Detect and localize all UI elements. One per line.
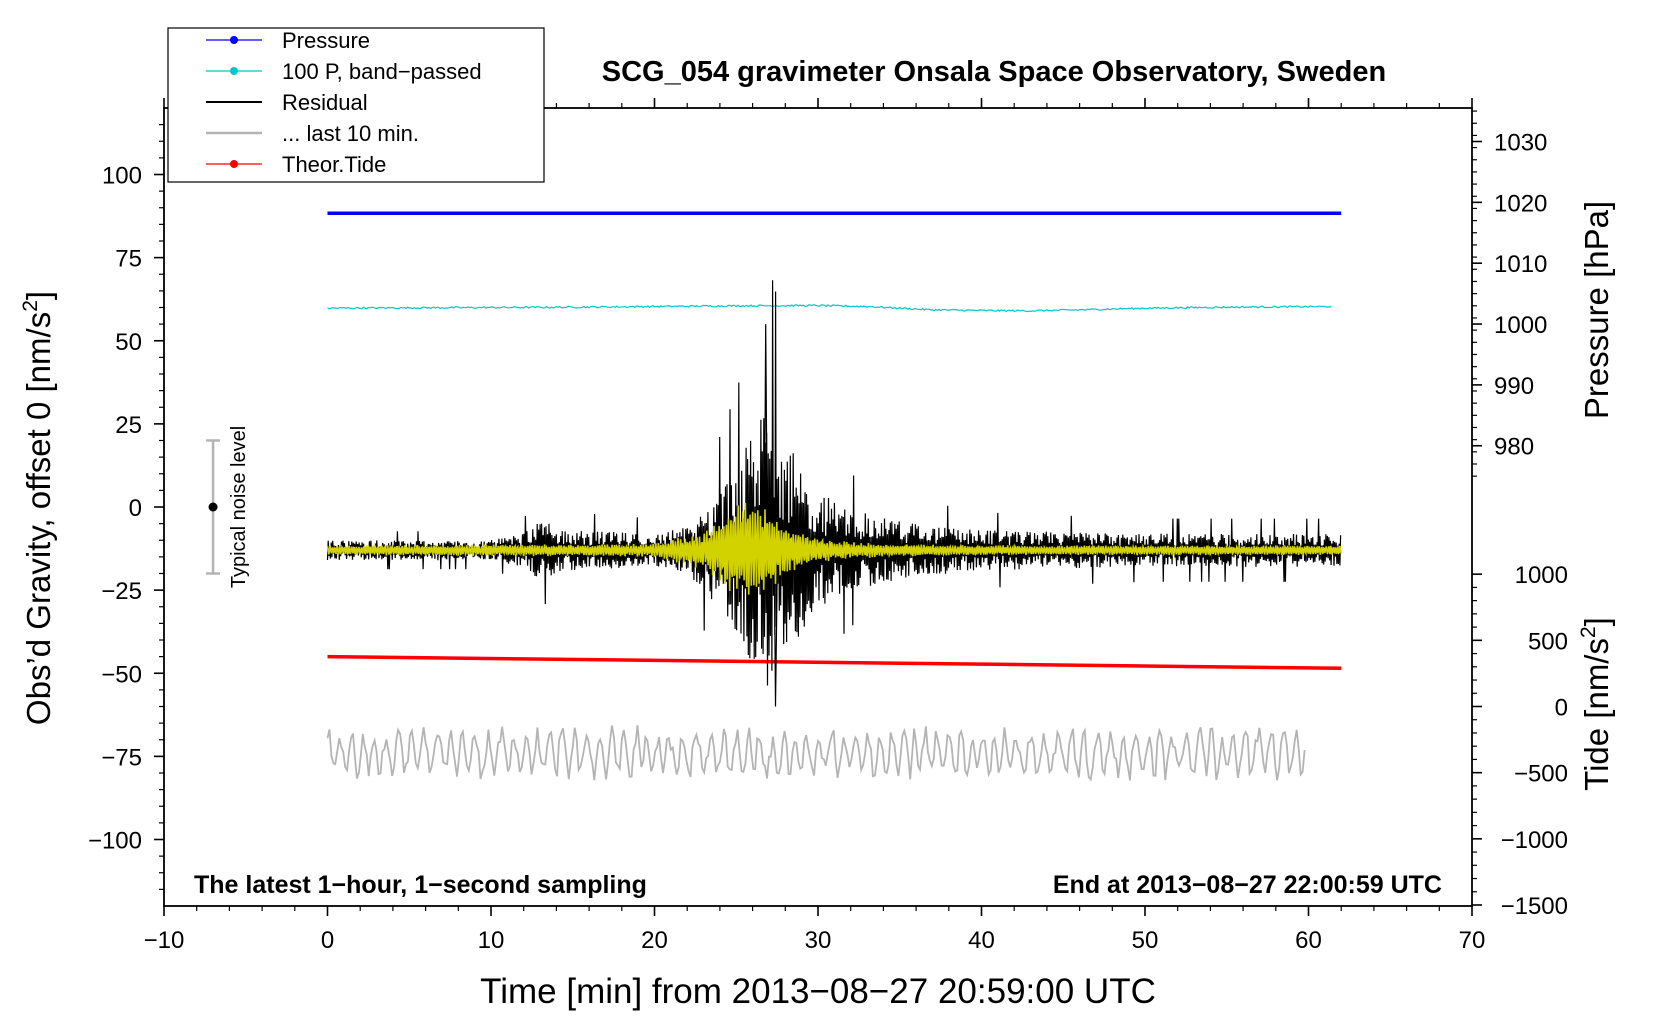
chart-title: SCG_054 gravimeter Onsala Space Observat… [602, 56, 1386, 88]
y-tick-label: 75 [115, 246, 142, 273]
y-tick-label: −50 [101, 661, 142, 688]
tide-tick-label: −1500 [1501, 893, 1568, 920]
annotation-end-time: End at 2013−08−27 22:00:59 UTC [1053, 871, 1442, 899]
tide-tick-label: 0 [1555, 695, 1568, 722]
legend: Pressure 100 P, band−passed Residual ... la… [167, 27, 545, 183]
pressure-tick-label: 1010 [1494, 251, 1547, 278]
y-tick-label: −100 [88, 828, 142, 855]
tide-tick-label: 500 [1528, 628, 1568, 655]
x-tick-label: 60 [1295, 927, 1322, 954]
legend-label: Pressure [282, 28, 370, 53]
x-axis-label: Time [min] from 2013−08−27 20:59:00 UTC [480, 972, 1156, 1011]
x-tick-label: 50 [1132, 927, 1159, 954]
y-axis-right-top-label: Pressure [hPa] [1578, 201, 1615, 419]
series-layer [326, 211, 1342, 782]
pressure-tick-label: 1000 [1494, 312, 1547, 339]
noise-bar-center-dot [208, 502, 218, 512]
x-tick-label: 20 [641, 927, 668, 954]
x-tick-label: −10 [144, 927, 185, 954]
noise-level-indicator: Typical noise level [206, 426, 250, 588]
series-residual [326, 280, 1342, 707]
series-residual-smoothed [326, 502, 1342, 595]
y-tick-label: −75 [101, 744, 142, 771]
series-last-10-min [326, 725, 1306, 782]
tide-tick-label: −1000 [1501, 827, 1568, 854]
y-tick-label: 0 [129, 495, 142, 522]
tide-tick-label: −500 [1514, 761, 1568, 788]
series-band-passed-pressure [327, 304, 1332, 313]
y-tick-label: 50 [115, 329, 142, 356]
x-tick-label: 30 [805, 927, 832, 954]
legend-label: Theor.Tide [282, 152, 386, 177]
legend-label: Residual [282, 90, 368, 115]
x-tick-label: 70 [1459, 927, 1486, 954]
plot-frame [163, 107, 1473, 907]
y-axis-left-label-end: ] [20, 291, 57, 300]
legend-label: 100 P, band−passed [282, 59, 482, 84]
annotation-sampling: The latest 1−hour, 1−second sampling [194, 871, 647, 899]
tide-tick-label: 1000 [1515, 562, 1568, 589]
y-axis-left: 100 75 50 25 0 −25 −50 −75 −100 [88, 124, 164, 890]
y-tick-label: 25 [115, 412, 142, 439]
legend-marker [230, 67, 238, 75]
y-axis-left-label-sup: 2 [19, 300, 42, 312]
x-tick-label: 40 [968, 927, 995, 954]
x-axis: −10 0 10 20 30 40 50 60 70 [144, 98, 1486, 954]
x-tick-label: 10 [478, 927, 505, 954]
y-axis-right-bottom-label-end: ] [1578, 617, 1615, 626]
y-tick-label: −25 [101, 578, 142, 605]
pressure-tick-label: 980 [1494, 434, 1534, 461]
legend-marker [230, 36, 238, 44]
legend-label: ... last 10 min. [282, 121, 419, 146]
pressure-tick-label: 1020 [1494, 190, 1547, 217]
legend-box [167, 27, 545, 183]
x-tick-label: 0 [321, 927, 334, 954]
y-axis-right-bottom-label-sup: 2 [1577, 626, 1600, 638]
series-theoretical-tide [327, 654, 1342, 671]
y-axis-left-label: Obs’d Gravity, offset 0 [nm/s2] [19, 291, 57, 725]
pressure-tick-label: 1030 [1494, 130, 1547, 157]
y-axis-right-bottom-label-main: Tide [nm/s [1578, 638, 1615, 791]
y-axis-left-label-main: Obs’d Gravity, offset 0 [nm/s [20, 312, 57, 725]
y-axis-right-bottom-label: Tide [nm/s2] [1577, 617, 1615, 791]
noise-level-label: Typical noise level [228, 426, 250, 588]
y-axis-right: 1030 1020 1010 1000 990 980 1000 500 0 −500 −1000 −… [1472, 110, 1568, 920]
pressure-tick-label: 990 [1494, 373, 1534, 400]
y-tick-label: 100 [102, 163, 142, 190]
legend-marker [230, 160, 238, 168]
